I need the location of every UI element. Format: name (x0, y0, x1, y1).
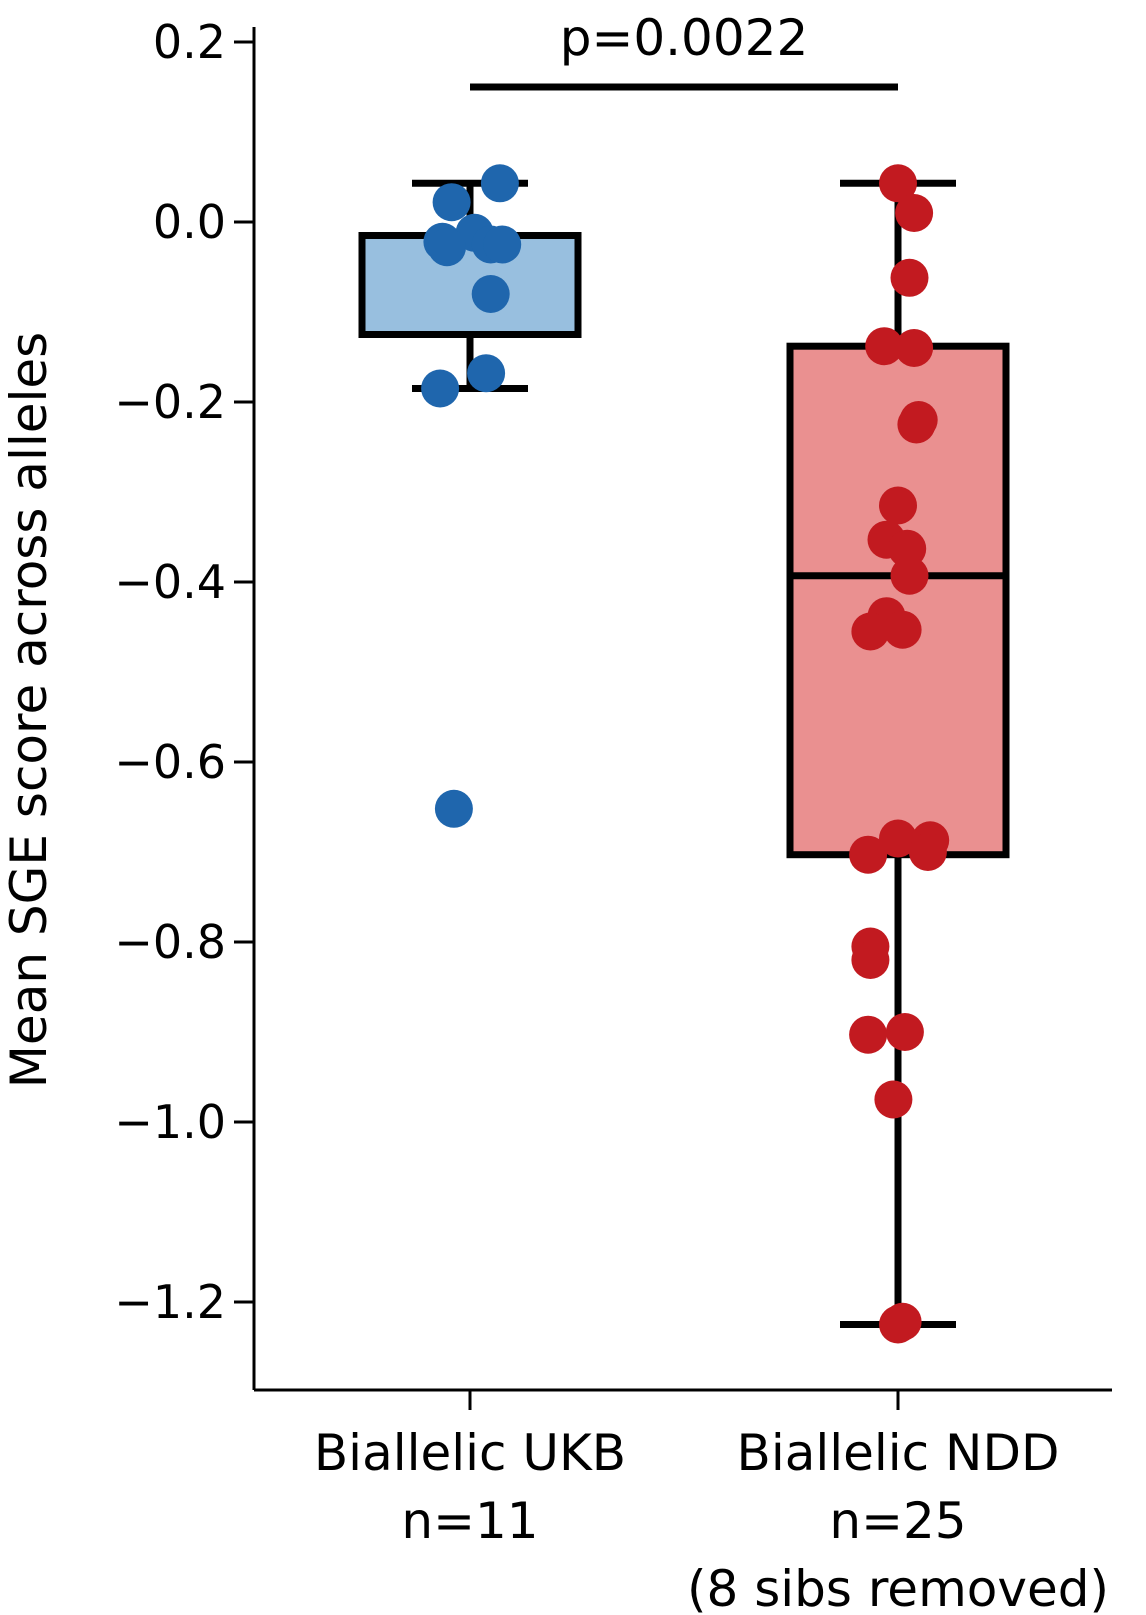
y-tick-label: −0.8 (114, 915, 226, 969)
data-point (879, 486, 917, 525)
category-label: Biallelic NDD (737, 1424, 1060, 1482)
data-point (895, 329, 934, 367)
data-point (879, 1305, 917, 1344)
group-ukb (358, 164, 582, 828)
x-ticks: Biallelic UKB n=11 Biallelic NDD n=25 (8 sib… (314, 1390, 1109, 1615)
y-tick-label: −0.6 (114, 735, 226, 789)
data-point (471, 275, 510, 313)
data-point (879, 164, 917, 203)
data-point (890, 258, 929, 297)
iqr-box (786, 342, 1010, 859)
axes (252, 27, 1112, 1392)
iqr-box (358, 232, 582, 338)
y-ticks: 0.2 0.0 −0.2 −0.4 −0.6 −0.8 −1.0 −1.2 (114, 15, 254, 1329)
data-point (467, 354, 506, 393)
y-tick-label: −1.0 (114, 1095, 226, 1149)
data-point (428, 228, 466, 267)
data-point (885, 1013, 924, 1051)
category-n-label: n=11 (401, 1492, 538, 1550)
data-point (434, 789, 473, 828)
data-point (480, 164, 519, 203)
data-point (895, 194, 934, 232)
category-label: Biallelic UKB (314, 1424, 626, 1482)
data-point (851, 612, 890, 651)
data-point (483, 225, 522, 264)
y-tick-label: −0.4 (114, 555, 226, 609)
data-point (883, 610, 922, 649)
data-point (849, 1015, 888, 1054)
data-point (432, 183, 471, 222)
p-value-label: p=0.0022 (560, 9, 809, 67)
y-tick-label: 0.0 (153, 195, 226, 249)
y-tick-label: −0.2 (114, 375, 226, 429)
data-point (908, 833, 947, 871)
data-point (421, 369, 460, 408)
y-tick-label: 0.2 (153, 15, 226, 69)
significance-annotation: p=0.0022 (470, 9, 898, 91)
data-point (849, 835, 888, 874)
data-point (879, 819, 917, 858)
category-note: (8 sibs removed) (687, 1560, 1109, 1615)
plot-area (358, 164, 1010, 1344)
data-point (874, 1080, 913, 1119)
data-point (890, 556, 929, 595)
y-tick-label: −1.2 (114, 1275, 226, 1329)
data-point (897, 405, 936, 444)
data-point (865, 327, 904, 366)
group-ndd (786, 164, 1010, 1344)
category-n-label: n=25 (829, 1492, 966, 1550)
y-axis-label: Mean SGE score across alleles (0, 332, 58, 1088)
data-point (851, 941, 890, 979)
